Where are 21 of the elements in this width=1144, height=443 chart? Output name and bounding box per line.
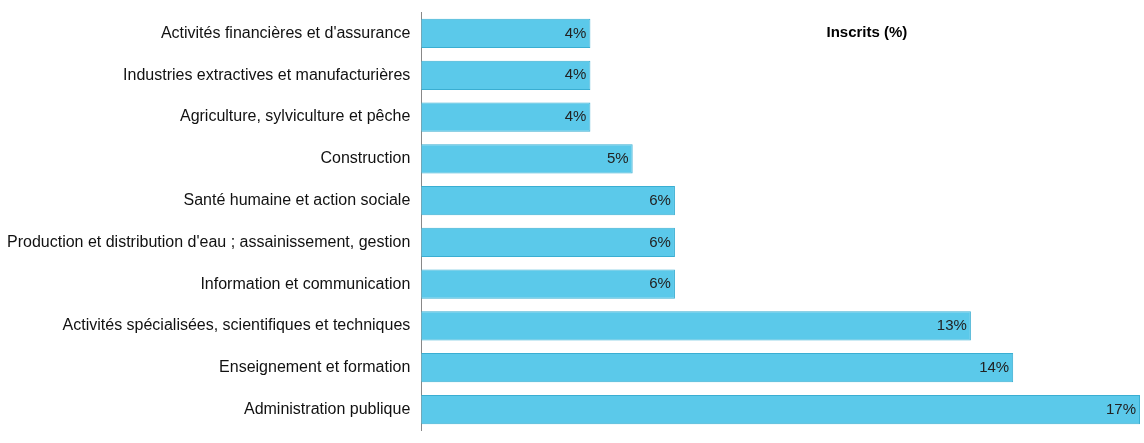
data-label: 6% — [649, 232, 671, 250]
data-label: 6% — [649, 190, 671, 208]
data-label: 4% — [564, 107, 587, 125]
y-tick-label: Production et distribution d'eau ; assainissement, gestion — [6, 232, 411, 250]
y-tick-label: Industries extractives et manufacturières — [123, 65, 411, 83]
data-label: 4% — [564, 23, 587, 41]
y-tick-label: Enseignement et formation — [219, 358, 411, 376]
text: Inscrits (%) — [826, 23, 908, 41]
y-tick-label: Construction — [320, 149, 411, 167]
y-tick-label: Activités financières et d'assurance — [160, 23, 411, 41]
y-tick-label: Activités spécialisées, scientifiques et techniques — [62, 316, 411, 334]
data-label: 13% — [936, 316, 967, 334]
y-tick-label: Information et communication — [200, 274, 411, 292]
y-tick-label: Santé humaine et action sociale — [183, 191, 411, 209]
data-label: 6% — [649, 274, 671, 292]
data-label: 5% — [606, 148, 629, 166]
data-label: 4% — [564, 65, 587, 83]
y-tick-label: Administration publique — [243, 399, 411, 417]
data-label: 14% — [979, 357, 1010, 375]
data-label: 17% — [1105, 399, 1136, 417]
y-tick-label: Agriculture, sylviculture et pêche — [179, 107, 411, 125]
